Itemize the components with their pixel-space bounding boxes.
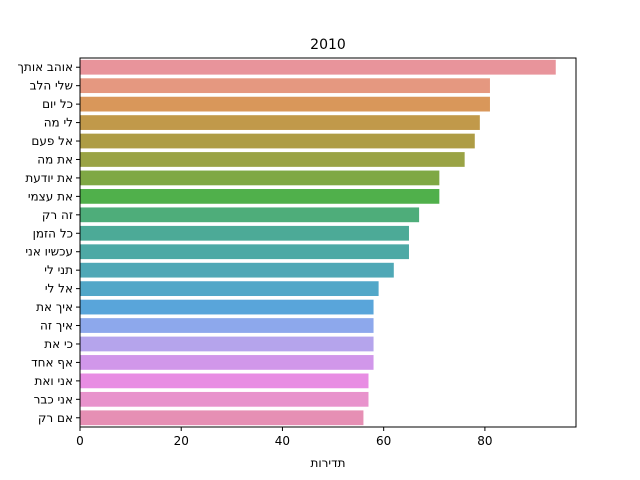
y-tick-label: את מה [37,152,73,166]
x-axis-label: תדירות [310,456,345,470]
x-tick-label: 20 [174,434,189,448]
y-tick-label: אל לי [45,282,73,296]
bar [80,281,379,297]
x-axis: 0 20 40 60 80 [76,427,493,448]
y-tick-label: אוהב אותך [17,60,73,74]
bar [80,410,364,426]
y-tick-label: אף אחד [31,355,73,369]
bar [80,391,369,407]
y-axis: אוהב אותך שלי הלב כל יום לי מה אל פעם את מה את… [17,60,80,425]
bar [80,299,374,315]
y-tick-label: כל הזמן [33,226,73,240]
bar [80,115,480,130]
y-tick-label: תני לי [44,263,73,277]
x-tick-label: 60 [376,434,391,448]
bar [80,152,465,167]
bar [80,188,440,204]
bar [80,170,440,186]
y-tick-label: לי מה [44,116,73,130]
y-tick-label: איך זה [40,319,73,333]
x-tick-label: 0 [76,434,84,448]
bar [80,96,490,112]
bar [80,244,409,260]
y-tick-label: עכשיו אני [25,245,73,259]
bar [80,59,556,75]
y-tick-label: איך את [36,300,73,314]
bar [80,133,475,149]
y-tick-label: שלי הלב [30,79,73,93]
x-tick-label: 40 [275,434,290,448]
y-tick-label: את עצמי [28,189,73,203]
x-tick-label: 80 [477,434,492,448]
bar [80,262,394,278]
y-tick-label: כל יום [42,97,73,111]
bar [80,336,374,352]
bar [80,207,420,223]
plot-frame [79,57,577,428]
y-tick-label: זה רק [42,208,73,222]
y-tick-label: אני ואת [34,374,73,388]
y-tick-label: אל פעם [31,134,73,148]
chart-title: 2010 [310,37,346,53]
y-tick-label: כי את [44,337,73,351]
y-tick-label: את יודעת [25,171,73,185]
bars-group [80,59,556,426]
bar [80,225,409,241]
bar [80,373,369,389]
bar [80,318,374,333]
bar [80,355,374,370]
y-tick-label: אני כבר [34,392,73,406]
y-tick-label: אם רק [38,411,73,425]
bar [80,78,490,94]
